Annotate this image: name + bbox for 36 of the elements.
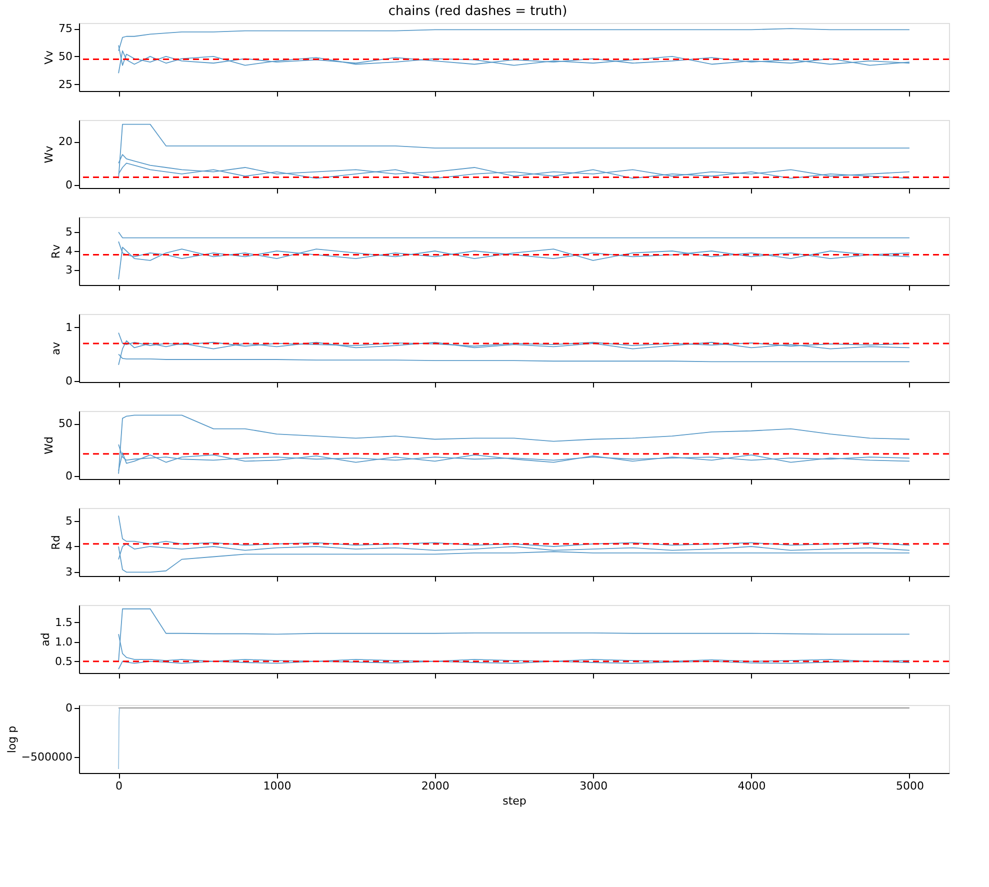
y-tick-label: −500000: [21, 750, 72, 764]
y-tick-label: 75: [58, 22, 72, 36]
y-axis-title: Rv: [50, 244, 62, 259]
y-axis-title: Wv: [42, 145, 56, 164]
x-tick-label: 2000: [421, 780, 450, 792]
y-tick-label: 50: [58, 50, 72, 63]
y-tick-label: 0: [66, 178, 72, 192]
y-tick-label: 3: [66, 263, 72, 276]
y-tick-label: 1.0: [55, 635, 72, 648]
y-tick-label: 5: [66, 226, 72, 239]
y-axis-title: Wd: [42, 436, 56, 454]
x-tick-label: 5000: [896, 780, 924, 792]
y-tick-label: 1: [66, 320, 72, 334]
x-tick-label: 4000: [738, 780, 766, 792]
x-tick-label: 1000: [263, 780, 292, 792]
y-tick-label: 4: [66, 540, 72, 553]
y-axis-title: Vv: [42, 50, 56, 65]
y-tick-label: 0.5: [55, 654, 72, 668]
y-tick-label: 0: [66, 701, 72, 714]
x-axis-title: step: [502, 794, 526, 808]
y-tick-label: 50: [58, 417, 72, 430]
y-axis-title: ad: [39, 632, 52, 646]
y-tick-label: 20: [58, 135, 72, 148]
x-tick-label: 0: [116, 780, 123, 792]
y-tick-label: 1.5: [55, 616, 72, 629]
y-tick-label: 25: [58, 78, 72, 91]
y-axis-title: Rd: [50, 535, 62, 550]
y-tick-label: 0: [66, 469, 72, 482]
y-axis-title: av: [50, 341, 62, 356]
x-tick-label: 3000: [580, 780, 608, 792]
y-tick-label: 4: [66, 244, 72, 258]
y-axis-title: log p: [5, 726, 18, 754]
y-tick-label: 0: [66, 374, 72, 388]
y-tick-label: 5: [66, 514, 72, 528]
chart-title: chains (red dashes = truth): [388, 4, 568, 20]
y-tick-label: 3: [66, 566, 72, 579]
